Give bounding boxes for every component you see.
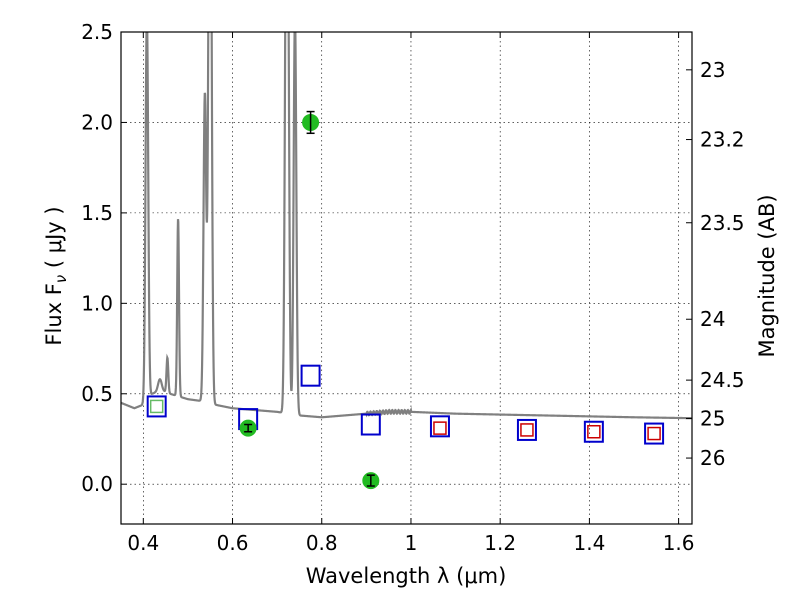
upper-limit-marker	[433, 421, 447, 435]
upper-limit-marker	[647, 426, 661, 441]
y-axis-label-sub: ν	[52, 275, 70, 283]
upper-limit-marker	[520, 423, 534, 437]
x-tick-label: 1	[405, 531, 418, 555]
y2-tick-label: 23.2	[700, 128, 745, 152]
x-tick-label: 1.6	[663, 531, 695, 555]
grid-lines	[121, 31, 692, 524]
model-photometry-marker	[516, 418, 537, 441]
model-photometry-marker	[429, 415, 450, 438]
model-photometry-marker	[360, 413, 381, 436]
y2-tick-label: 25	[700, 407, 725, 431]
model-photometry-marker	[300, 364, 321, 387]
spectrum-line	[121, 32, 692, 420]
x-tick-label: 0.6	[217, 531, 249, 555]
x-tick-label: 0.4	[127, 531, 159, 555]
y-axis-label-main: Flux F	[42, 283, 66, 345]
y-axis-label: Flux Fν ( μJy )	[42, 206, 70, 345]
upper-limit-marker	[587, 425, 601, 439]
model-photometry-marker	[146, 395, 167, 418]
y-tick-label: 0.5	[81, 382, 113, 406]
y2-tick-label: 26	[700, 446, 725, 470]
y-tick-label: 2.0	[81, 110, 113, 134]
y-tick-label: 0.0	[81, 472, 113, 496]
y-tick-label: 2.5	[81, 20, 113, 44]
x-tick-label: 0.8	[306, 531, 338, 555]
axis-ticks: 0.4 0.6 0.8 1 1.2 1.4 1.6 0.0 0.5 1.0 1.5 2.0 2.5 23 2…	[81, 20, 744, 555]
y2-tick-label: 23.5	[700, 211, 745, 235]
y2-tick-label: 23	[700, 58, 725, 82]
y2-tick-label: 24	[700, 307, 725, 331]
y-tick-label: 1.5	[81, 201, 113, 225]
y2-axis-label: Magnitude (AB)	[755, 194, 779, 357]
model-photometry-marker	[583, 420, 604, 443]
y-axis-label-unit: ( μJy )	[42, 206, 66, 274]
y-tick-label: 1.0	[81, 291, 113, 315]
y2-tick-label: 24.5	[700, 368, 745, 392]
model-photometry-marker	[644, 422, 665, 445]
plot-area	[121, 32, 692, 490]
x-tick-label: 1.4	[573, 531, 605, 555]
x-tick-label: 1.2	[484, 531, 516, 555]
x-axis-label: Wavelength λ (μm)	[306, 564, 507, 588]
inner-marker	[149, 399, 164, 414]
plot-frame	[120, 31, 693, 525]
